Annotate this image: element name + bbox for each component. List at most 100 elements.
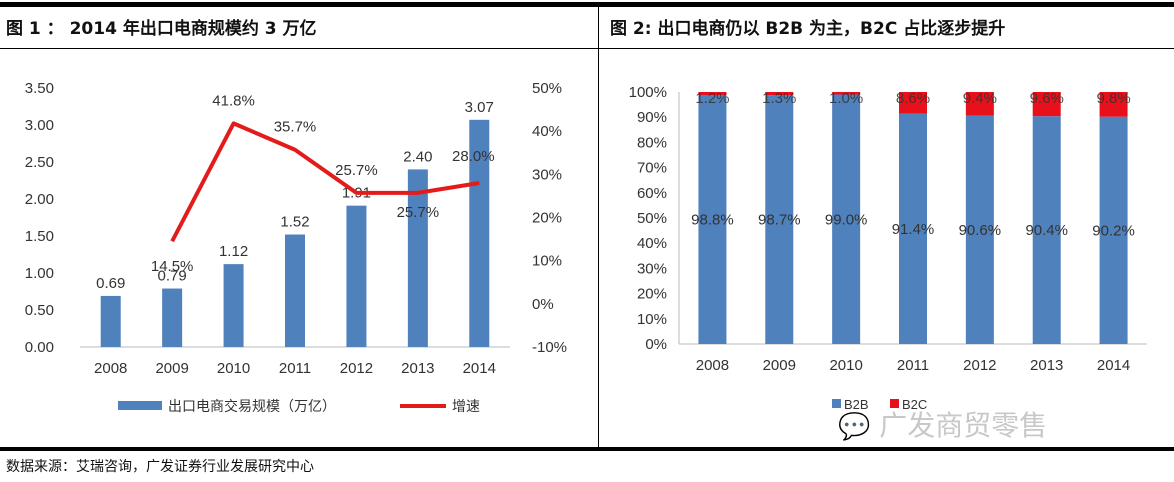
x-axis-tick-label: 2010 [829,357,862,374]
b2b-bar [765,95,794,344]
scale-bar-label: 3.07 [465,99,494,116]
right-axis-tick-label: -10% [532,339,567,356]
top-rule [0,2,1174,7]
scale-bar-label: 2.40 [403,148,432,165]
watermark-text: 广发商贸零售 [879,409,1048,442]
x-axis-tick-label: 2013 [401,360,434,377]
b2b-bar-label: 90.2% [1092,222,1135,239]
right-axis-tick-label: 0% [532,296,554,313]
y-axis-tick-label: 70% [637,160,667,177]
legend-b2b-swatch [832,399,841,408]
left-axis-tick-label: 0.00 [25,339,54,356]
y-axis-tick-label: 60% [637,185,667,202]
b2c-bar-label: 9.4% [963,90,997,107]
y-axis-tick-label: 50% [637,210,667,227]
b2b-bar-label: 99.0% [825,211,868,228]
x-axis-tick-label: 2010 [217,360,250,377]
scale-bar [223,264,244,347]
scale-bar-label: 1.12 [219,243,248,260]
left-axis-tick-label: 2.50 [25,154,54,171]
b2b-bar [1032,116,1061,344]
x-axis-tick-label: 2013 [1030,357,1063,374]
scale-bar [100,295,121,347]
y-axis-tick-label: 30% [637,260,667,277]
b2c-bar-label: 9.8% [1096,90,1130,107]
left-axis-tick-label: 1.50 [25,228,54,245]
y-axis-tick-label: 20% [637,286,667,303]
b2c-bar-label: 1.0% [829,90,863,107]
b2c-bar-label: 8.6% [896,90,930,107]
legend-b2c-label: B2C [902,397,927,412]
b2c-bar [1032,92,1061,117]
b2b-bar-label: 98.7% [758,212,801,229]
panel-divider [598,2,599,448]
growth-point-label: 14.5% [151,258,194,275]
b2b-bar [698,95,727,344]
right-axis-tick-label: 40% [532,123,562,140]
y-axis-tick-label: 0% [645,336,667,353]
b2b-bar-label: 91.4% [892,221,935,238]
scale-bar [162,288,183,347]
left-figure-title: 图 1 ： 2014 年出口电商规模约 3 万亿 [6,19,317,39]
legend-line-label: 增速 [452,398,480,414]
scale-bar [407,169,428,347]
title-divider [0,48,1174,49]
scale-bar-label: 0.69 [96,275,125,292]
growth-line [170,121,480,243]
growth-point-label: 35.7% [274,119,317,136]
x-axis-tick-label: 2008 [696,357,729,374]
x-axis-tick-label: 2009 [763,357,796,374]
wechat-icon: 💬 [838,412,871,442]
data-source: 数据来源：艾瑞咨询，广发证券行业发展研究中心 [6,459,314,475]
growth-point-label: 41.8% [212,92,255,109]
b2b-bar [899,113,927,344]
x-axis-tick-label: 2014 [463,360,496,377]
growth-point-label: 25.7% [335,162,378,179]
scale-bar [469,119,490,347]
legend-b2c-swatch [890,399,899,408]
x-axis-tick-label: 2009 [155,360,188,377]
legend-b2b-label: B2B [844,397,869,412]
b2b-bar [1099,116,1128,344]
right-axis-tick-label: 30% [532,166,562,183]
y-axis-tick-label: 10% [637,311,667,328]
legend-bar-label: 出口电商交易规模（万亿） [168,398,336,414]
right-figure-title: 图 2: 出口电商仍以 B2B 为主，B2C 占比逐步提升 [610,19,1006,39]
y-axis-tick-label: 80% [637,134,667,151]
scale-bar-label: 1.52 [280,214,309,231]
scale-bar-label: 0.79 [158,268,187,285]
b2c-bar-label: 1.2% [695,90,729,107]
b2c-bar-label: 9.6% [1030,90,1064,107]
x-axis-tick-label: 2008 [94,360,127,377]
growth-point-label: 25.7% [397,204,440,221]
b2b-bar-label: 90.4% [1025,222,1068,239]
legend-bar-swatch [118,401,162,410]
b2c-bar [965,92,994,116]
scale-bar [346,205,367,347]
b2b-bar-label: 98.8% [691,212,734,229]
b2c-bar-label: 1.3% [762,90,796,107]
b2c-bar [832,92,861,95]
watermark: 💬 广发商贸零售 [838,404,1047,444]
right-axis-tick-label: 10% [532,253,562,270]
b2b-bar [832,94,861,344]
right-axis-tick-label: 20% [532,210,562,227]
left-axis-tick-label: 3.00 [25,117,54,134]
left-axis-tick-label: 1.00 [25,265,54,282]
x-axis-tick-label: 2012 [963,357,996,374]
x-axis-tick-label: 2011 [279,360,311,377]
y-axis-tick-label: 40% [637,235,667,252]
b2c-bar [765,92,794,96]
y-axis-tick-label: 90% [637,109,667,126]
x-axis-tick-label: 2011 [897,357,929,374]
export-ecommerce-scale-chart: 0.00 0.50 1.00 1.50 2.00 2.50 3.00 3.50 -10% 0% 10… [25,80,567,414]
x-axis-tick-label: 2014 [1097,357,1130,374]
b2b-bar-label: 90.6% [959,222,1002,239]
left-axis-tick-label: 2.00 [25,191,54,208]
growth-point-label: 28.0% [452,148,495,165]
y-axis-tick-label: 100% [629,84,667,101]
left-axis-tick-label: 0.50 [25,302,54,319]
b2b-bar [965,115,994,344]
left-axis-tick-label: 3.50 [25,80,54,97]
b2c-bar [899,92,927,114]
